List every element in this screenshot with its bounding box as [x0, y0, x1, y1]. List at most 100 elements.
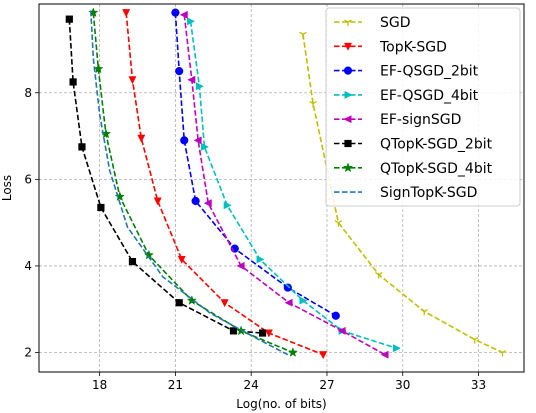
y-tick-label: 6 [24, 172, 32, 186]
legend-marker [344, 90, 353, 99]
plot-frame [38, 3, 525, 373]
data-point [179, 10, 188, 19]
legend-label: EF-QSGD_4bit [380, 88, 479, 104]
legend-item: QTopK-SGD_2bit [334, 137, 493, 153]
data-point [187, 75, 196, 84]
data-point [171, 8, 180, 17]
data-point [299, 296, 308, 305]
legend-label: EF-signSGD [380, 112, 461, 128]
data-point [180, 136, 189, 145]
data-point [299, 31, 307, 39]
data-point [331, 311, 340, 320]
data-point [128, 76, 137, 85]
series-2 [122, 9, 328, 360]
series-line [174, 12, 337, 317]
y-tick-label: 2 [24, 346, 32, 360]
data-point [175, 67, 184, 76]
x-tick-label: 24 [244, 378, 259, 392]
data-point [65, 15, 73, 23]
data-point [195, 82, 204, 91]
data-point [374, 272, 383, 279]
data-point [420, 308, 428, 316]
series-3 [171, 8, 340, 320]
legend-label: SGD [380, 15, 411, 31]
data-point [470, 336, 479, 344]
series-line [125, 12, 324, 356]
data-point [200, 142, 209, 151]
data-point [264, 329, 273, 338]
legend-item: EF-signSGD [334, 112, 461, 128]
data-point [287, 347, 298, 357]
data-point [177, 255, 186, 264]
y-axis-title: Loss [0, 175, 14, 201]
data-point [256, 255, 265, 264]
legend-frame [325, 7, 521, 207]
legend-marker [344, 139, 352, 148]
legend-marker [342, 162, 354, 173]
y-tick-label: 8 [24, 86, 32, 100]
data-point [122, 9, 131, 18]
legend-item: QTopK-SGD_4bit [334, 161, 493, 177]
data-point [88, 7, 99, 18]
legend-item: SGD [334, 15, 411, 31]
legend-label: SignTopK-SGD [380, 185, 477, 201]
x-tick-label: 21 [168, 378, 183, 392]
legend: SGD TopK-SGD EF-QSGD_2bit EF-QSGD_4bit EF-si… [325, 7, 521, 207]
series-8 [89, 10, 289, 356]
legend-label: EF-QSGD_2bit [380, 64, 479, 80]
data-point [191, 196, 200, 206]
legend-item: TopK-SGD [334, 39, 447, 55]
data-point [337, 326, 346, 335]
series-line [68, 19, 263, 334]
data-point [137, 134, 146, 143]
y-tick-label: 4 [24, 259, 32, 273]
x-axis-title: Log(no. of bits) [236, 397, 326, 411]
series-5 [179, 10, 389, 359]
legend-marker [343, 66, 353, 75]
series-4 [187, 17, 401, 353]
data-point [114, 191, 125, 202]
legend-label: QTopK-SGD_2bit [380, 137, 493, 153]
data-point [223, 201, 232, 210]
legend-item: SignTopK-SGD [334, 185, 477, 201]
legend-label: TopK-SGD [379, 39, 447, 55]
x-tick-label: 30 [395, 378, 410, 392]
data-point [319, 351, 328, 360]
data-point [380, 350, 389, 359]
series-line [89, 10, 289, 356]
series-line [92, 12, 294, 354]
data-point [229, 327, 238, 335]
data-point [78, 143, 86, 151]
x-tick-label: 27 [319, 378, 334, 392]
data-point [220, 299, 229, 308]
data-point [175, 299, 183, 307]
data-point [334, 220, 343, 227]
legend-label: QTopK-SGD_4bit [380, 161, 493, 177]
legend-marker [344, 19, 352, 26]
data-point [186, 295, 197, 305]
data-point [498, 349, 507, 357]
legend-item: EF-QSGD_2bit [334, 64, 479, 80]
data-point [309, 101, 317, 108]
data-point [153, 197, 162, 206]
x-tick-label: 33 [471, 378, 486, 392]
series-layer [65, 7, 507, 360]
data-point [193, 136, 202, 145]
data-point [392, 344, 401, 353]
data-point [236, 261, 245, 270]
data-point [128, 258, 137, 266]
legend-item: EF-QSGD_4bit [334, 88, 479, 104]
data-point [203, 199, 212, 208]
legend-marker [343, 115, 352, 124]
series-line [189, 21, 397, 349]
data-point [97, 203, 105, 212]
data-point [283, 283, 292, 292]
legend-marker [343, 42, 353, 51]
series-line [183, 14, 386, 356]
data-point [258, 329, 267, 337]
data-point [187, 17, 196, 26]
series-6 [65, 15, 267, 337]
data-point [284, 298, 293, 307]
